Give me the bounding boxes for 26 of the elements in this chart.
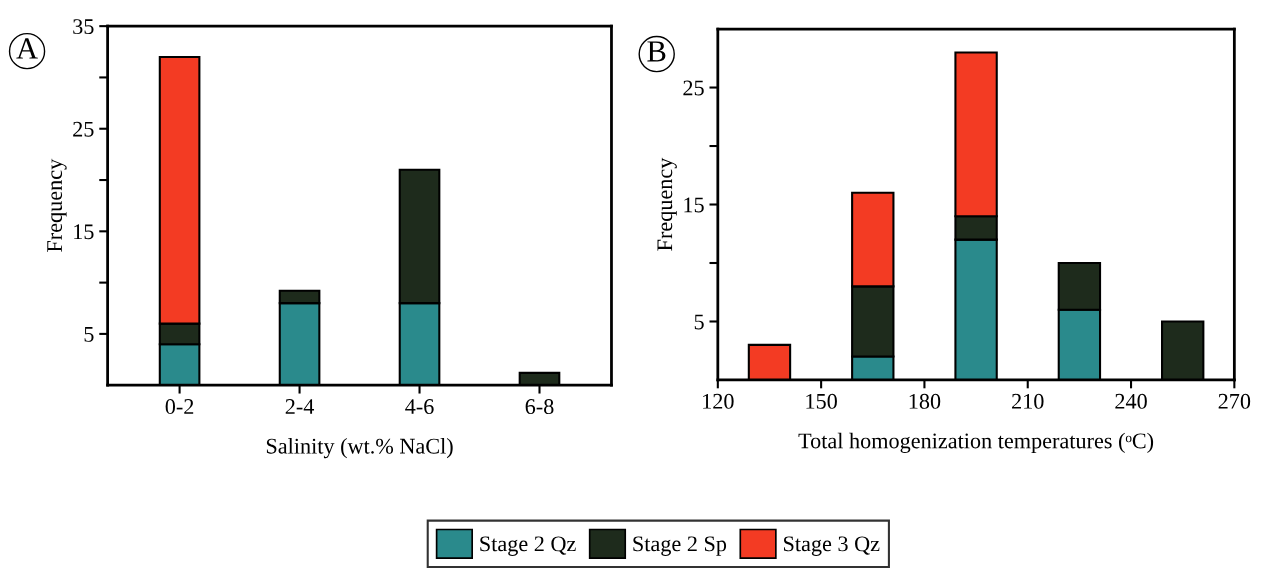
legend-label: Stage 2 Qz xyxy=(480,536,576,556)
y-axis-title: Frequency xyxy=(657,157,677,251)
text: A xyxy=(16,38,38,59)
legend-label: Stage 2 Sp xyxy=(633,536,727,556)
x-tick-label: 270 xyxy=(1218,393,1251,409)
x-tick-label: 240 xyxy=(1115,393,1147,409)
y-axis-title: Frequency xyxy=(47,158,67,252)
y-tick-label: 5 xyxy=(694,314,704,330)
x-tick-label: 6-8 xyxy=(525,399,554,415)
y-tick-label: 15 xyxy=(74,224,94,240)
y-tick-label: 25 xyxy=(73,121,94,137)
legend-label: Stage 3 Qz xyxy=(784,536,880,556)
x-axis-title: Total homogenization temperatures (ᵒC) xyxy=(798,432,1154,453)
x-tick-label: 180 xyxy=(909,393,941,409)
x-axis-title: Salinity (wt.% NaCl) xyxy=(266,437,453,459)
x-tick-label: 210 xyxy=(1012,393,1044,409)
text: B xyxy=(647,41,666,62)
y-tick-label: 25 xyxy=(683,80,704,96)
y-tick-label: 35 xyxy=(73,19,94,35)
y-tick-label: 5 xyxy=(84,327,94,342)
x-tick-label: 2-4 xyxy=(285,399,315,414)
y-tick-label: 15 xyxy=(684,197,704,213)
x-tick-label: 4-6 xyxy=(405,399,434,415)
x-tick-label: 120 xyxy=(703,393,734,409)
x-tick-label: 150 xyxy=(806,393,837,409)
x-tick-label: 0-2 xyxy=(165,399,194,415)
